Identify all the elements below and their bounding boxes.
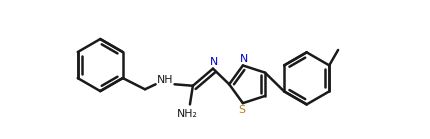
- Text: NH: NH: [157, 75, 173, 85]
- Text: N: N: [210, 57, 218, 67]
- Text: S: S: [239, 105, 246, 115]
- Text: NH₂: NH₂: [177, 109, 198, 119]
- Text: N: N: [240, 54, 248, 64]
